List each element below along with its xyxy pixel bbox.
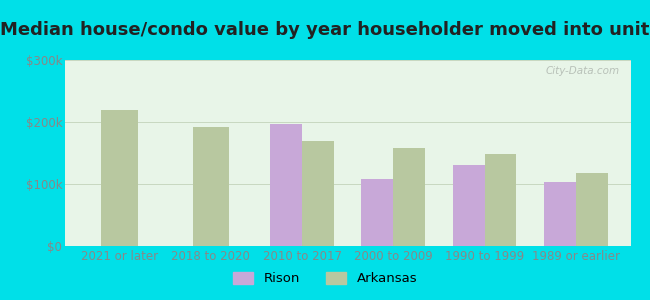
Bar	[192, 127, 229, 246]
Bar	[484, 154, 517, 246]
Bar	[361, 179, 393, 246]
Text: City-Data.com: City-Data.com	[545, 66, 619, 76]
Bar	[101, 110, 138, 246]
Bar	[576, 173, 608, 246]
Legend: Rison, Arkansas: Rison, Arkansas	[227, 266, 422, 290]
Bar	[270, 124, 302, 246]
Bar	[302, 141, 334, 246]
Bar	[393, 148, 425, 246]
Text: Median house/condo value by year householder moved into unit: Median house/condo value by year househo…	[0, 21, 650, 39]
Bar	[452, 165, 484, 246]
Bar	[544, 182, 576, 246]
